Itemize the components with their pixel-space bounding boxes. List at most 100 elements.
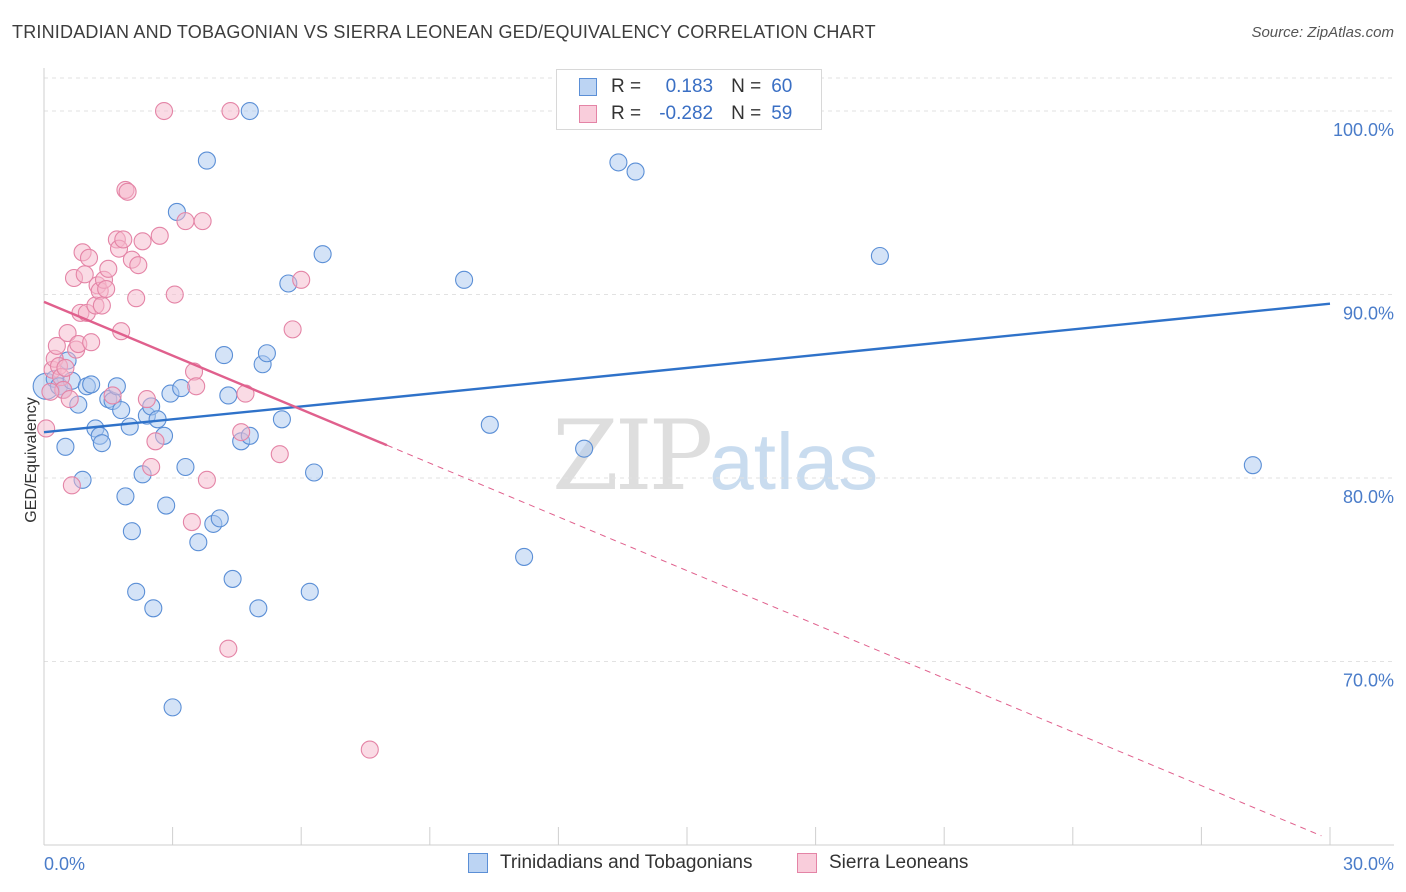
- blue-data-point: [197, 151, 216, 170]
- blue-data-point: [870, 246, 889, 266]
- pink-data-point: [283, 320, 302, 339]
- blue-data-point: [609, 153, 628, 172]
- blue-data-point: [176, 457, 195, 477]
- r-value: 0.183: [665, 76, 714, 97]
- pink-data-point: [58, 324, 77, 343]
- pink-data-point: [56, 358, 75, 377]
- pink-data-point: [47, 336, 66, 355]
- pink-swatch: [797, 853, 817, 873]
- blue-data-point: [127, 582, 146, 601]
- grid-layer: [44, 77, 1394, 663]
- x-tick-label: 0.0%: [44, 854, 85, 874]
- blue-data-point: [120, 417, 139, 436]
- pink-data-point: [92, 296, 111, 315]
- chart-title: TRINIDADIAN AND TOBAGONIAN VS SIERRA LEO…: [12, 22, 876, 42]
- y-tick-label: 80.0%: [1343, 487, 1394, 507]
- pink-data-point: [82, 333, 101, 352]
- blue-data-point: [1243, 456, 1262, 475]
- legend-label: Trinidadians and Tobagonians: [500, 852, 753, 873]
- n-label: N =: [731, 76, 762, 97]
- y-tick-label: 70.0%: [1343, 671, 1394, 691]
- blue-data-point: [300, 582, 319, 601]
- pink-data-point: [133, 232, 152, 251]
- blue-data-point: [249, 599, 268, 618]
- legend-item-sierra-leoneans[interactable]: Sierra Leoneans: [797, 852, 968, 874]
- y-axis-label: GED/Equivalency: [23, 397, 40, 522]
- pink-swatch: [579, 105, 597, 123]
- pink-data-point: [142, 457, 161, 477]
- blue-data-point: [122, 522, 141, 541]
- blue-data-point: [56, 437, 75, 456]
- pink-data-point: [165, 285, 184, 304]
- pink-data-point: [129, 256, 148, 275]
- blue-data-point: [240, 101, 259, 121]
- blue-data-point: [172, 379, 191, 398]
- pink-data-point: [137, 390, 156, 409]
- blue-swatch: [468, 853, 488, 873]
- pink-data-point: [99, 259, 118, 278]
- blue-data-point: [223, 569, 242, 588]
- blue-data-point: [480, 415, 499, 434]
- trend-layer: [43, 300, 1331, 837]
- n-label: N =: [731, 103, 762, 124]
- source-label: Source: ZipAtlas.com: [1251, 24, 1394, 41]
- blue-data-point: [157, 496, 176, 515]
- x-tick-label: 30.0%: [1343, 854, 1394, 874]
- blue-data-point: [214, 346, 234, 365]
- blue-data-point: [305, 463, 324, 482]
- point-layer: [32, 101, 1262, 759]
- pink-data-point: [79, 248, 99, 267]
- y-tick-label: 90.0%: [1343, 304, 1394, 324]
- pink-data-point: [187, 377, 206, 396]
- blue-swatch: [579, 78, 597, 96]
- pink-data-point: [97, 279, 116, 299]
- pink-data-point: [292, 270, 311, 289]
- pink-data-point: [62, 476, 81, 495]
- pink-trend-extension: [386, 444, 1322, 837]
- pink-data-point: [146, 432, 165, 451]
- legend-label: Sierra Leoneans: [829, 852, 969, 873]
- blue-data-point: [82, 375, 101, 394]
- n-value: 59: [771, 103, 793, 124]
- blue-data-point: [92, 434, 111, 453]
- blue-data-point: [189, 533, 208, 552]
- pink-data-point: [232, 423, 251, 442]
- blue-trend-line: [43, 302, 1331, 434]
- label-layer: 70.0% 80.0% 90.0% 100.0% 0.0% 30.0% GED/Equiva…: [23, 120, 1394, 874]
- pink-data-point: [41, 382, 60, 401]
- pink-data-point: [197, 470, 216, 489]
- blue-data-point: [626, 162, 645, 181]
- stats-legend: R = 0.183 N = 60 R = -0.282 N = 59: [556, 69, 822, 130]
- y-tick-label: 100.0%: [1333, 120, 1394, 140]
- blue-data-point: [455, 270, 474, 289]
- pink-data-point: [176, 212, 195, 231]
- axis-layer: [43, 68, 1394, 846]
- legend-item-trinidadians[interactable]: Trinidadians and Tobagonians: [468, 852, 752, 874]
- pink-data-point: [150, 226, 169, 245]
- blue-data-point: [163, 698, 182, 717]
- pink-data-point: [360, 740, 379, 759]
- blue-data-point: [515, 547, 534, 566]
- pink-data-point: [182, 513, 201, 532]
- pink-data-point: [37, 419, 56, 438]
- pink-data-point: [219, 639, 238, 658]
- pink-data-point: [193, 212, 212, 231]
- blue-data-point: [219, 386, 238, 405]
- blue-data-point: [144, 599, 163, 618]
- pink-data-point: [154, 101, 174, 121]
- stats-legend-row-blue: R = 0.183 N = 60: [579, 75, 792, 99]
- blue-data-point: [112, 401, 131, 420]
- blue-data-point: [257, 344, 276, 363]
- r-value: -0.282: [659, 103, 714, 124]
- r-label: R =: [611, 76, 642, 97]
- watermark-atlas: atlas: [709, 417, 879, 506]
- blue-data-point: [210, 509, 229, 528]
- pink-data-point: [127, 289, 146, 308]
- pink-data-point: [114, 230, 133, 249]
- pink-data-point: [60, 390, 79, 409]
- blue-data-point: [313, 245, 332, 264]
- pink-data-point: [75, 265, 94, 284]
- pink-data-point: [221, 101, 240, 121]
- pink-data-point: [270, 445, 289, 464]
